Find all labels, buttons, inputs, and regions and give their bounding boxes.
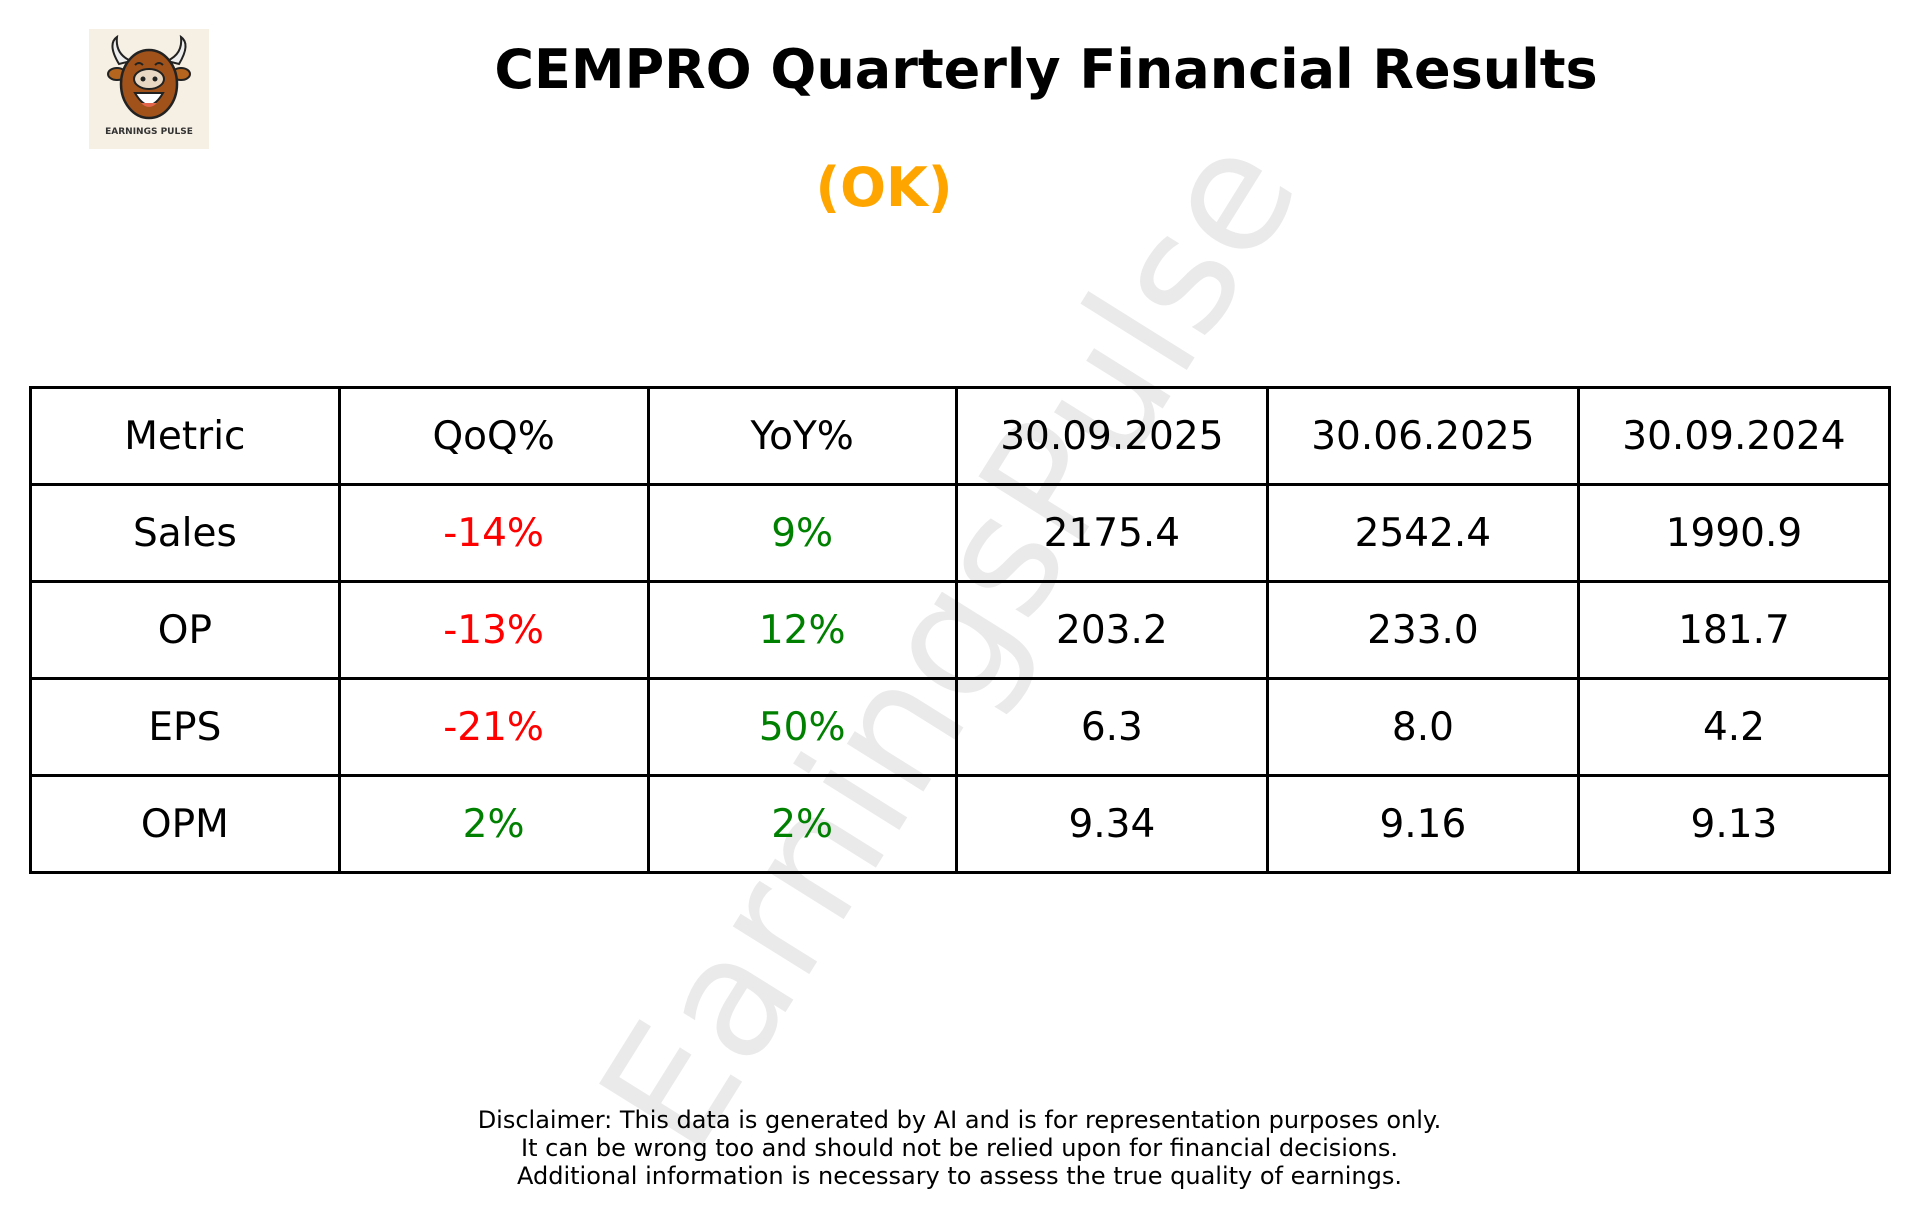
value-cell: 8.0 bbox=[1265, 677, 1580, 777]
yoy-cell: 9% bbox=[646, 483, 958, 583]
disclaimer-line: It can be wrong too and should not be re… bbox=[521, 1134, 1398, 1162]
value-cell: 233.0 bbox=[1265, 580, 1580, 680]
page-title: CEMPRO Quarterly Financial Results bbox=[494, 38, 1598, 101]
earnings-pulse-logo: EARNINGS PULSE bbox=[89, 29, 209, 149]
header-cell: 30.06.2025 bbox=[1265, 386, 1580, 486]
qoq-cell: -14% bbox=[337, 483, 650, 583]
yoy-cell: 12% bbox=[646, 580, 958, 680]
qoq-cell: -21% bbox=[337, 677, 650, 777]
logo-text: EARNINGS PULSE bbox=[105, 127, 193, 137]
qoq-cell: 2% bbox=[337, 774, 650, 874]
value-cell: 181.7 bbox=[1576, 580, 1892, 680]
table-row: OP -13% 12% 203.2 233.0 181.7 bbox=[29, 580, 1892, 680]
results-table: Metric QoQ% YoY% 30.09.2025 30.06.2025 3… bbox=[29, 386, 1892, 874]
header-cell: 30.09.2024 bbox=[1576, 386, 1892, 486]
table-row: Sales -14% 9% 2175.4 2542.4 1990.9 bbox=[29, 483, 1892, 583]
header-cell: QoQ% bbox=[337, 386, 650, 486]
value-cell: 2175.4 bbox=[954, 483, 1269, 583]
value-cell: 9.34 bbox=[954, 774, 1269, 874]
yoy-cell: 2% bbox=[646, 774, 958, 874]
value-cell: 203.2 bbox=[954, 580, 1269, 680]
bull-icon bbox=[107, 34, 191, 120]
value-cell: 6.3 bbox=[954, 677, 1269, 777]
value-cell: 9.16 bbox=[1265, 774, 1580, 874]
qoq-cell: -13% bbox=[337, 580, 650, 680]
value-cell: 1990.9 bbox=[1576, 483, 1892, 583]
table-row: OPM 2% 2% 9.34 9.16 9.13 bbox=[29, 774, 1892, 874]
metric-cell: OP bbox=[29, 580, 341, 680]
metric-cell: OPM bbox=[29, 774, 341, 874]
header-cell: Metric bbox=[29, 386, 341, 486]
header-cell: 30.09.2025 bbox=[954, 386, 1269, 486]
disclaimer-line: Additional information is necessary to a… bbox=[516, 1162, 1402, 1190]
disclaimer-line: Disclaimer: This data is generated by AI… bbox=[477, 1106, 1442, 1134]
yoy-cell: 50% bbox=[646, 677, 958, 777]
rating-label: (OK) bbox=[815, 156, 953, 219]
metric-cell: EPS bbox=[29, 677, 341, 777]
table-row: EPS -21% 50% 6.3 8.0 4.2 bbox=[29, 677, 1892, 777]
value-cell: 4.2 bbox=[1576, 677, 1892, 777]
table-header-row: Metric QoQ% YoY% 30.09.2025 30.06.2025 3… bbox=[29, 386, 1892, 486]
metric-cell: Sales bbox=[29, 483, 341, 583]
value-cell: 2542.4 bbox=[1265, 483, 1580, 583]
header-cell: YoY% bbox=[646, 386, 958, 486]
value-cell: 9.13 bbox=[1576, 774, 1892, 874]
disclaimer: Disclaimer: This data is generated by AI… bbox=[0, 1106, 1919, 1190]
